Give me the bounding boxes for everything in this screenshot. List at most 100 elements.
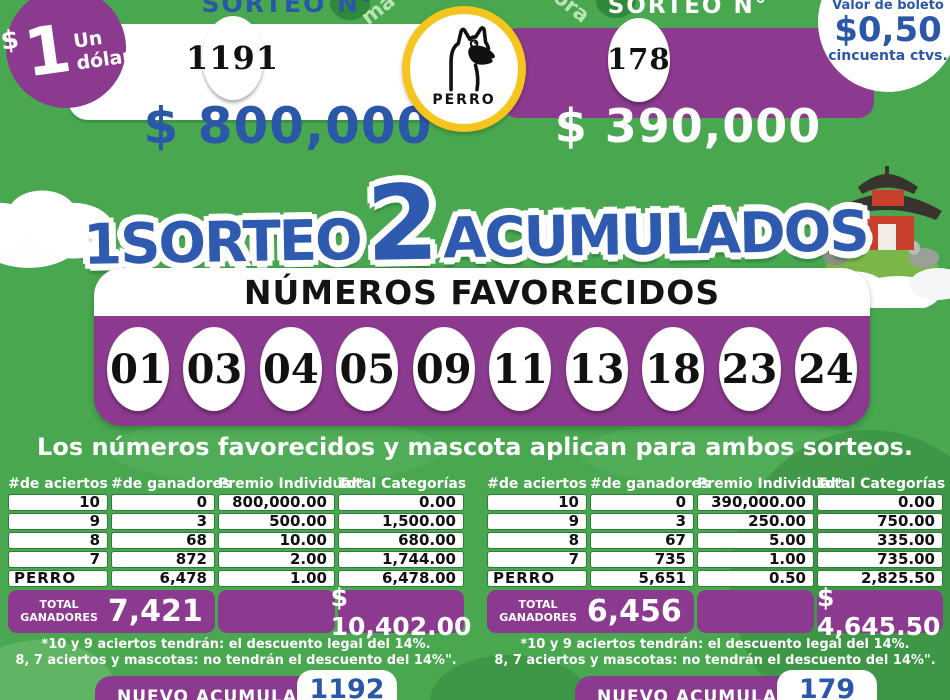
total-winners-cell: TOTAL GANADORES 6,456	[487, 590, 694, 633]
table-cell: 335.00	[817, 532, 943, 549]
headline-big-2: 2	[365, 162, 440, 286]
table-cell: 0.00	[817, 494, 943, 511]
favored-numbers: 01 03 04 05 09 11 13 18 23 24	[94, 316, 870, 411]
total-label: TOTAL	[518, 598, 558, 612]
sorteo-right-box: SORTEO N° 178 $ 390,000	[502, 0, 874, 150]
column-header: #de aciertos	[8, 476, 108, 492]
table-totals-row: TOTAL GANADORES 6,456 $ 4,645.50	[487, 583, 943, 641]
table-row: PERRO 5,651 0.50 2,825.50	[487, 570, 943, 587]
table-cell: 2.00	[218, 551, 335, 568]
mascot-name: PERRO	[432, 92, 496, 108]
treetop-shape	[330, 0, 370, 20]
favored-number: 24	[794, 327, 857, 411]
table-row: 8 67 5.00 335.00	[487, 532, 943, 549]
headline: 1SORTEO 2 ACUMULADOS	[0, 160, 950, 286]
headline-part3: ACUMULADOS	[442, 198, 869, 272]
applies-both-note: Los números favorecidos y mascota aplica…	[37, 433, 913, 461]
results-table-sorteo-1191: #de aciertos #de ganadores Premio Individu…	[8, 476, 472, 641]
footnote-line1: *10 y 9 aciertos tendrán: el descuento l…	[520, 637, 910, 652]
table-cell: PERRO	[8, 570, 108, 587]
table-cell: 6,478	[111, 570, 215, 587]
total-empty-cell	[697, 590, 814, 633]
table-cell: 68	[111, 532, 215, 549]
table-cell: 0	[111, 494, 215, 511]
favored-numbers-title: NÚMEROS FAVORECIDOS	[94, 268, 870, 316]
next-draw-number-value: 1192	[309, 674, 385, 700]
table-cell: 1,500.00	[338, 513, 464, 530]
dollar-sign: $	[0, 24, 21, 57]
cloud-illustration	[0, 172, 137, 277]
ticket-value-words: cincuenta ctvs.	[828, 47, 948, 64]
column-header: Total Categorías	[817, 476, 946, 492]
total-empty-cell	[218, 590, 335, 633]
footnote-line1: *10 y 9 aciertos tendrán: el descuento l…	[41, 637, 431, 652]
total-winners-value: 6,456	[586, 594, 682, 629]
table-cell: 5,651	[590, 570, 694, 587]
table-cell: 800,000.00	[218, 494, 335, 511]
favored-number: 05	[336, 327, 399, 411]
table-totals-row: TOTAL GANADORES 7,421 $ 10,402.00	[8, 583, 472, 641]
table-row: 10 0 390,000.00 0.00	[487, 494, 943, 511]
treetop-shape	[596, 0, 636, 18]
table-cell: 735.00	[817, 551, 943, 568]
table-cell: 3	[590, 513, 694, 530]
table-body: 10 0 390,000.00 0.00 9 3 250.00 750.00 8 67 5.00 33…	[487, 494, 943, 587]
table-cell: 10.00	[218, 532, 335, 549]
table-cell: 680.00	[338, 532, 464, 549]
next-draw-number-value: 179	[798, 674, 856, 700]
column-header: Premio Individual*	[218, 476, 365, 492]
column-header: #de ganadores	[111, 476, 231, 492]
table-cell: 8	[8, 532, 108, 549]
table-row: PERRO 6,478 1.00 6,478.00	[8, 570, 464, 587]
table-cell: 1.00	[218, 570, 335, 587]
favored-number: 18	[642, 327, 705, 411]
next-draw-number-right: 179	[777, 670, 877, 700]
table-cell: 8	[487, 532, 587, 549]
table-body: 10 0 800,000.00 0.00 9 3 500.00 1,500.00 8 68 10.0…	[8, 494, 464, 587]
headline-part1: 1SORTEO	[82, 207, 362, 278]
table-cell: PERRO	[487, 570, 587, 587]
column-header: #de ganadores	[590, 476, 710, 492]
sorteo-right-number: 178	[607, 17, 670, 102]
table-cell: 0.50	[697, 570, 814, 587]
total-amount-cell: $ 10,402.00	[331, 583, 472, 641]
table-cell: 7	[8, 551, 108, 568]
arc-text-fragment: ora	[548, 0, 595, 28]
table-cell: 0.00	[338, 494, 464, 511]
sorteo-left-number: 1191	[186, 16, 278, 101]
table-cell: 10	[8, 494, 108, 511]
favored-numbers-panel: NÚMEROS FAVORECIDOS 01 03 04 05 09 11 13 18 23 24	[94, 268, 870, 426]
badge-number: 1	[19, 9, 76, 93]
table-cell: 250.00	[697, 513, 814, 530]
table-cell: 872	[111, 551, 215, 568]
table-cell: 67	[590, 532, 694, 549]
table-cell: 10	[487, 494, 587, 511]
table-cell: 735	[590, 551, 694, 568]
favored-number: 03	[183, 327, 246, 411]
sorteo-right-amount: $ 390,000	[554, 98, 822, 153]
footnote-line2: 8, 7 aciertos y mascotas: no tendrán el …	[494, 653, 936, 669]
ticket-value-caption: Valor de boleto	[832, 0, 944, 13]
table-cell: 1,744.00	[338, 551, 464, 568]
favored-number: 09	[412, 327, 475, 411]
table-cell: 0	[590, 494, 694, 511]
table-row: 7 872 2.00 1,744.00	[8, 551, 464, 568]
favored-number: 04	[259, 327, 322, 411]
total-winners-cell: TOTAL GANADORES 7,421	[8, 590, 215, 633]
table-cell: 9	[487, 513, 587, 530]
total-sublabel: GANADORES	[20, 610, 98, 624]
footnote-right: *10 y 9 aciertos tendrán: el descuento l…	[487, 637, 943, 670]
dog-icon	[449, 26, 495, 92]
footnote-left: *10 y 9 aciertos tendrán: el descuento l…	[8, 637, 464, 670]
favored-number: 23	[718, 327, 781, 411]
table-cell: 5.00	[697, 532, 814, 549]
light-green-blob	[110, 415, 440, 485]
sorteo-right-label: SORTEO N°	[607, 0, 769, 19]
table-cell: 750.00	[817, 513, 943, 530]
total-sublabel: GANADORES	[499, 610, 577, 624]
table-row: 7 735 1.00 735.00	[487, 551, 943, 568]
perro-mascot-logo: PERRO	[402, 6, 526, 132]
table-cell: 9	[8, 513, 108, 530]
column-header: #de aciertos	[487, 476, 587, 492]
